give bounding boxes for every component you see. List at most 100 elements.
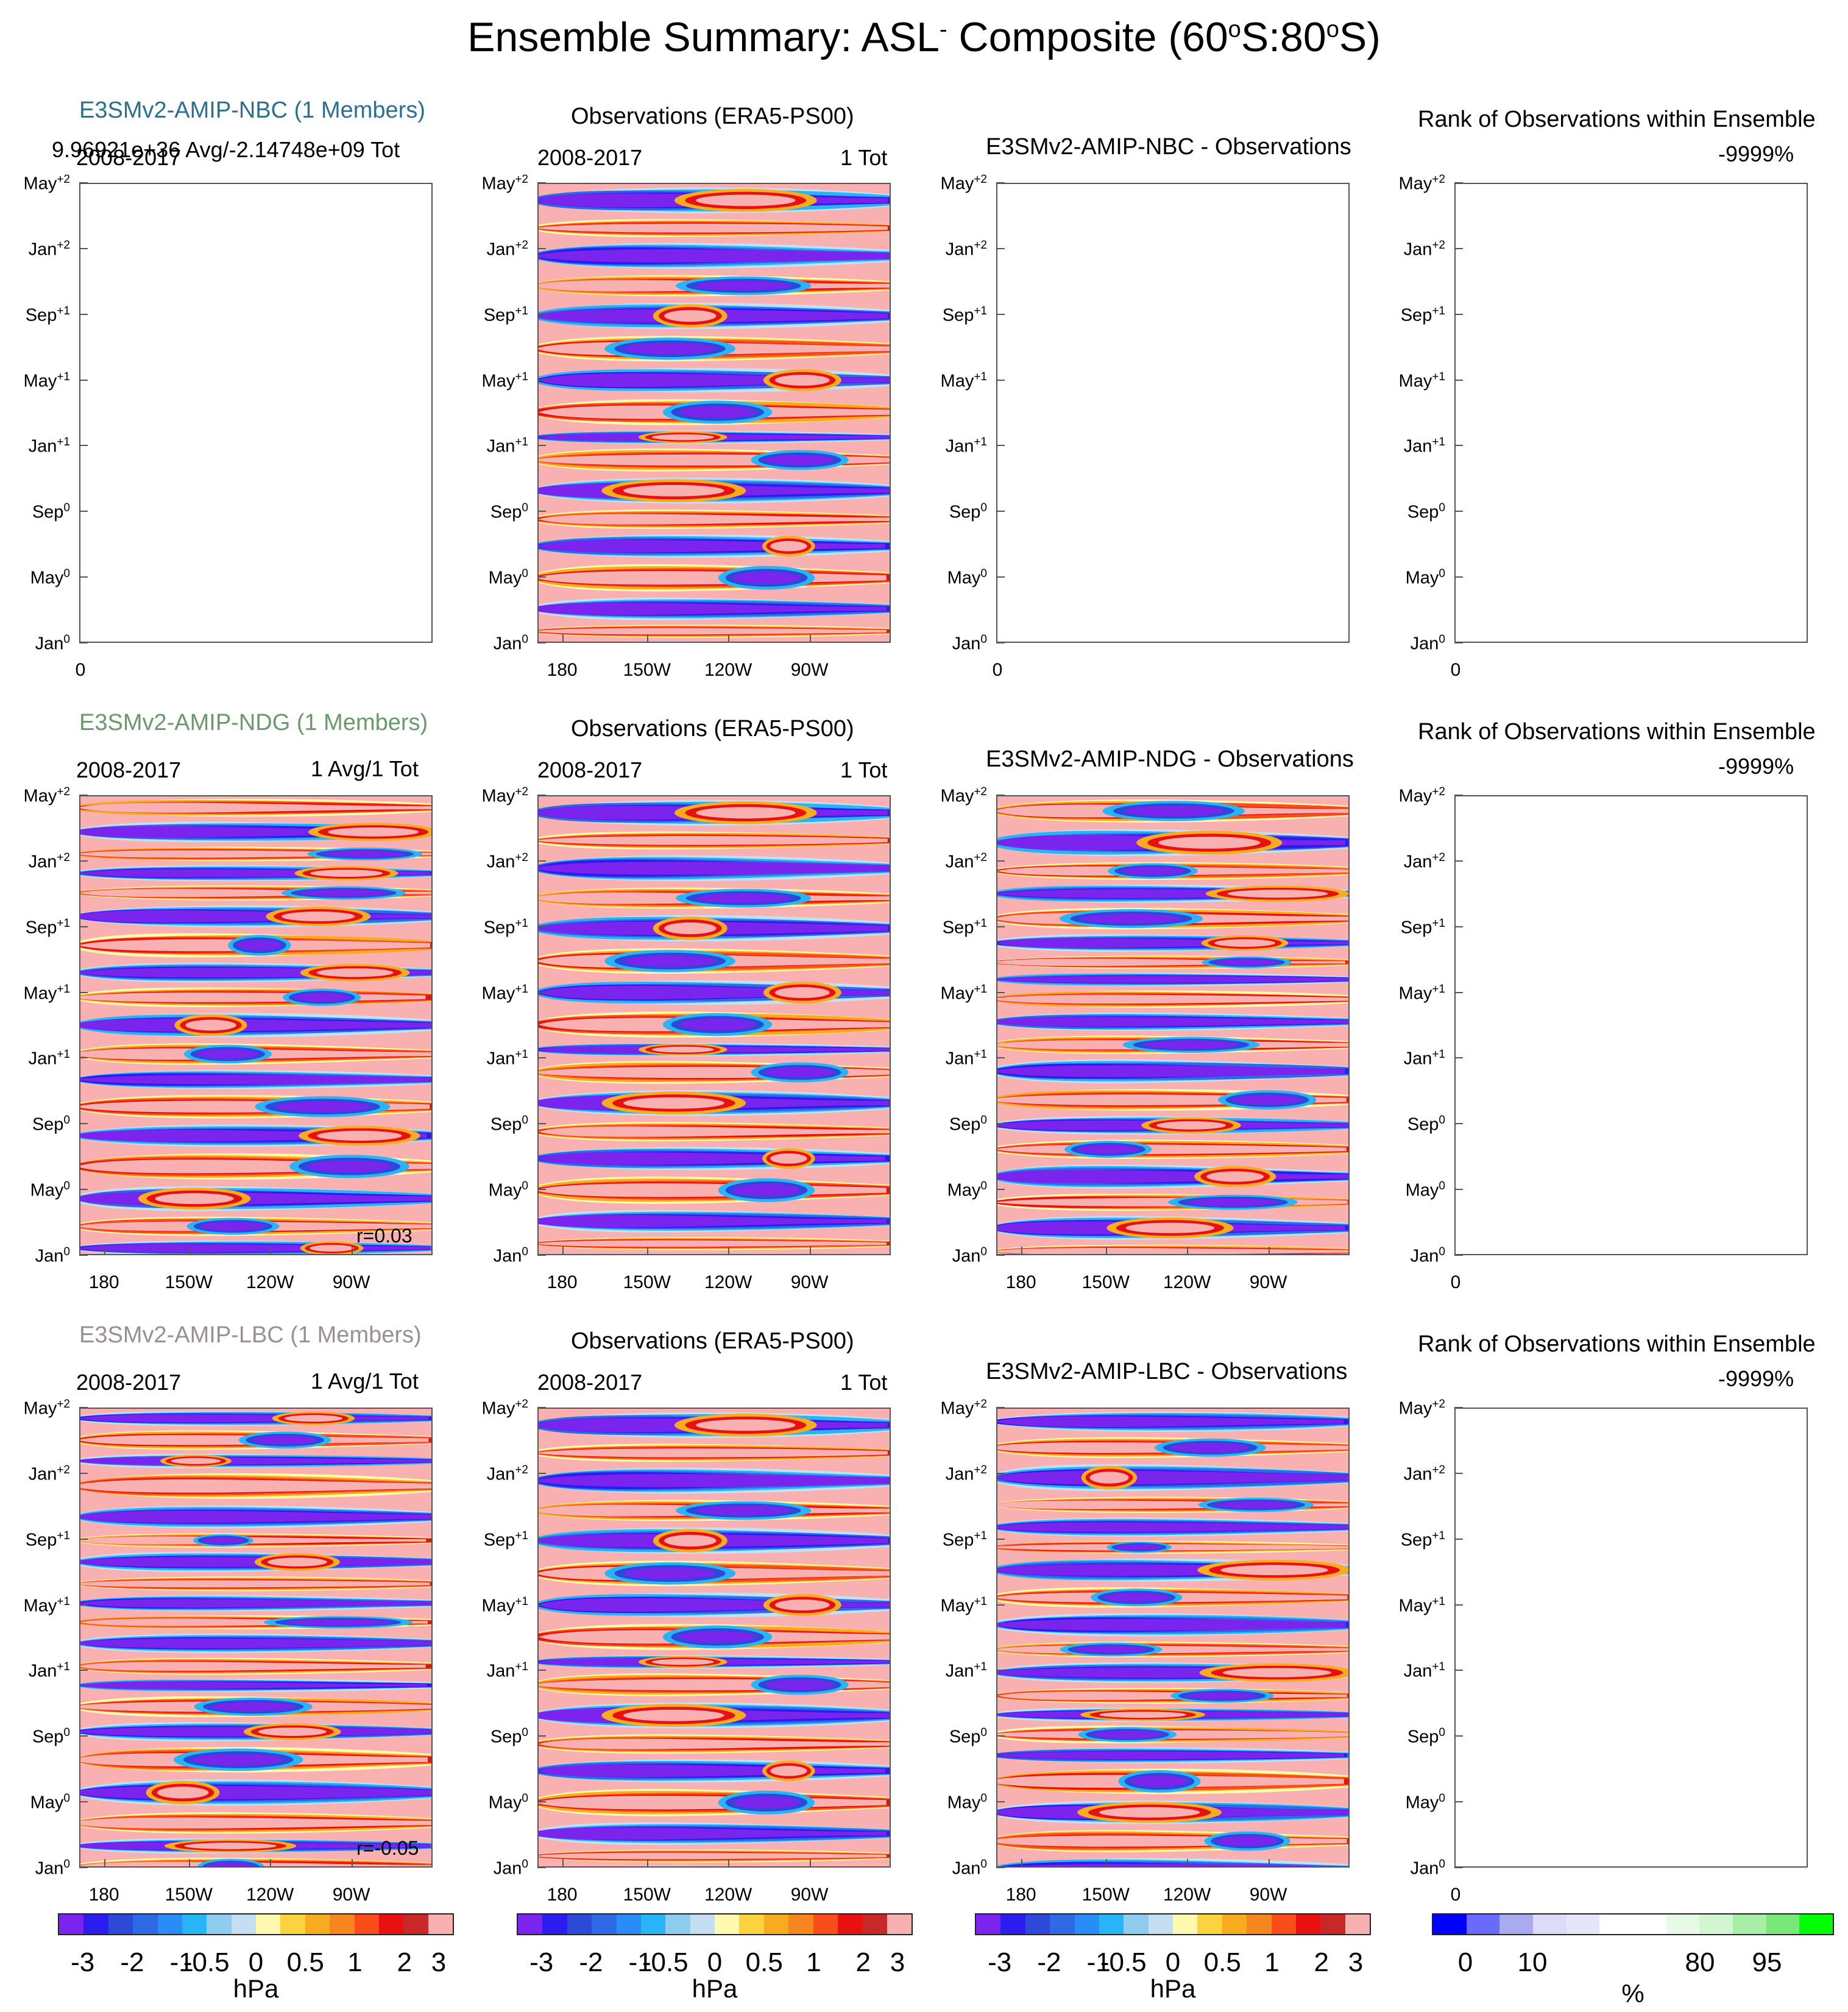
y-tick-label: Jan0	[493, 1245, 528, 1266]
colorbar-swatch	[1666, 1915, 1700, 1934]
panel-count-model-row1: 9.96921e+36 Avg/-2.14748e+09 Tot	[52, 137, 400, 162]
colorbar-swatch	[1699, 1915, 1733, 1934]
colorbar-label: 10	[1517, 1947, 1548, 1977]
colorbar-swatch	[1050, 1915, 1075, 1934]
y-tick-label: May0	[1405, 567, 1445, 588]
y-tick-mark	[537, 991, 546, 993]
y-tick-mark	[79, 445, 88, 447]
plot-frame-obs-row2	[537, 795, 891, 1255]
y-tick-mark	[1454, 1735, 1463, 1737]
anomaly-lens	[1104, 1593, 1169, 1602]
panel-title-rank-row1: Rank of Observations within Ensemble	[1418, 107, 1816, 132]
colorbar-swatch	[403, 1915, 428, 1934]
y-tick-label: May0	[1405, 1180, 1445, 1200]
y-tick-mark	[1454, 182, 1463, 183]
y-tick-mark	[79, 1670, 88, 1671]
x-tick-mark	[1187, 1247, 1189, 1255]
colorbar-swatch	[1173, 1915, 1198, 1934]
anomaly-lens	[624, 343, 716, 355]
y-tick-label: Sep0	[949, 1114, 987, 1135]
y-tick-mark	[537, 795, 546, 796]
colorbar-swatch	[133, 1915, 158, 1934]
negative-anomaly-band	[80, 1599, 431, 1608]
y-tick-mark	[1454, 379, 1463, 381]
anomaly-lens	[664, 922, 717, 935]
y-tick-label: May0	[1405, 1792, 1445, 1813]
panel-period-model-row1: 2008-2017	[76, 145, 182, 170]
anomaly-lens	[1092, 1730, 1162, 1738]
y-tick-label: Sep+1	[25, 916, 70, 938]
x-tick-label: 180	[1005, 1885, 1036, 1905]
y-tick-label: Sep+1	[1400, 304, 1445, 325]
y-tick-label: Sep+1	[25, 304, 70, 325]
y-tick-mark	[996, 445, 1005, 447]
anomaly-lens	[1081, 913, 1181, 924]
y-tick-mark	[996, 1801, 1005, 1803]
y-tick-label: May0	[947, 567, 987, 588]
contour-field-obs-row3	[539, 1409, 890, 1866]
y-tick-mark	[996, 313, 1005, 315]
y-tick-label: May+2	[1398, 785, 1445, 806]
y-tick-mark	[1454, 576, 1463, 578]
y-tick-label: May+2	[23, 785, 70, 806]
colorbar-swatch	[59, 1915, 84, 1934]
y-tick-mark	[537, 1604, 546, 1606]
colorbar-label: 0.5	[745, 1947, 783, 1977]
positive-anomaly-band	[997, 1544, 1348, 1551]
x-tick-mark	[351, 1247, 353, 1255]
x-tick-mark	[188, 1859, 190, 1868]
y-tick-mark	[537, 182, 546, 183]
plot-frame-diff-row1	[996, 183, 1350, 643]
x-tick-label: 90W	[790, 1885, 829, 1905]
colorbar-swatch	[763, 1915, 789, 1934]
colorbar-label: 80	[1685, 1947, 1715, 1977]
y-tick-label: Sep0	[1407, 1114, 1445, 1135]
positive-anomaly-band	[80, 1662, 426, 1671]
colorbar-swatch	[256, 1915, 281, 1934]
positive-anomaly-band	[80, 1817, 431, 1829]
x-tick-label: 120W	[704, 1885, 752, 1905]
y-tick-mark	[537, 1189, 546, 1191]
colorbar-label: 1	[347, 1947, 363, 1977]
panel-title-rank-row2: Rank of Observations within Ensemble	[1418, 719, 1816, 745]
y-tick-label: Jan+2	[945, 1463, 987, 1484]
colorbar-label: 0	[248, 1947, 264, 1977]
y-tick-label: May+2	[481, 785, 528, 806]
anomaly-lens	[765, 455, 834, 466]
colorbar-swatch	[428, 1915, 453, 1934]
positive-anomaly-band	[539, 223, 888, 233]
y-tick-label: Jan+2	[945, 851, 987, 872]
anomaly-lens	[1077, 1145, 1139, 1154]
colorbar-label: -3	[529, 1947, 554, 1977]
positive-anomaly-band	[539, 1738, 890, 1749]
negative-anomaly-band	[80, 1638, 431, 1648]
y-tick-mark	[79, 860, 88, 862]
y-tick-label: May+1	[940, 982, 987, 1004]
y-tick-mark	[79, 991, 88, 993]
x-tick-label: 90W	[332, 1272, 370, 1292]
x-tick-mark	[809, 634, 811, 643]
y-tick-mark	[79, 1801, 88, 1803]
panel-count-model-row3: 1 Avg/1 Tot	[311, 1369, 419, 1394]
y-tick-mark	[79, 1867, 88, 1868]
anomaly-lens	[679, 406, 756, 418]
y-tick-mark	[1454, 795, 1463, 796]
y-tick-label: Jan+1	[1403, 1048, 1445, 1069]
colorbar-swatch	[231, 1915, 256, 1934]
anomaly-lens	[770, 1153, 807, 1164]
negative-anomaly-band	[539, 1474, 890, 1487]
x-tick-mark	[1268, 1859, 1270, 1868]
y-tick-mark	[1454, 1123, 1463, 1125]
y-tick-mark	[996, 1538, 1005, 1540]
x-tick-mark	[646, 1247, 648, 1255]
negative-anomaly-band	[997, 1065, 1345, 1077]
y-tick-mark	[1454, 1472, 1463, 1474]
y-tick-label: Jan+1	[486, 1048, 528, 1069]
x-tick-label: 0	[992, 660, 1003, 680]
y-tick-label: May+1	[940, 1595, 987, 1616]
colorbar-label: 2	[397, 1947, 412, 1977]
rank-value-row3: -9999%	[1718, 1366, 1794, 1391]
anomaly-lens	[695, 194, 796, 207]
y-tick-label: Jan+1	[1403, 1660, 1445, 1682]
negative-anomaly-band	[80, 1511, 431, 1523]
